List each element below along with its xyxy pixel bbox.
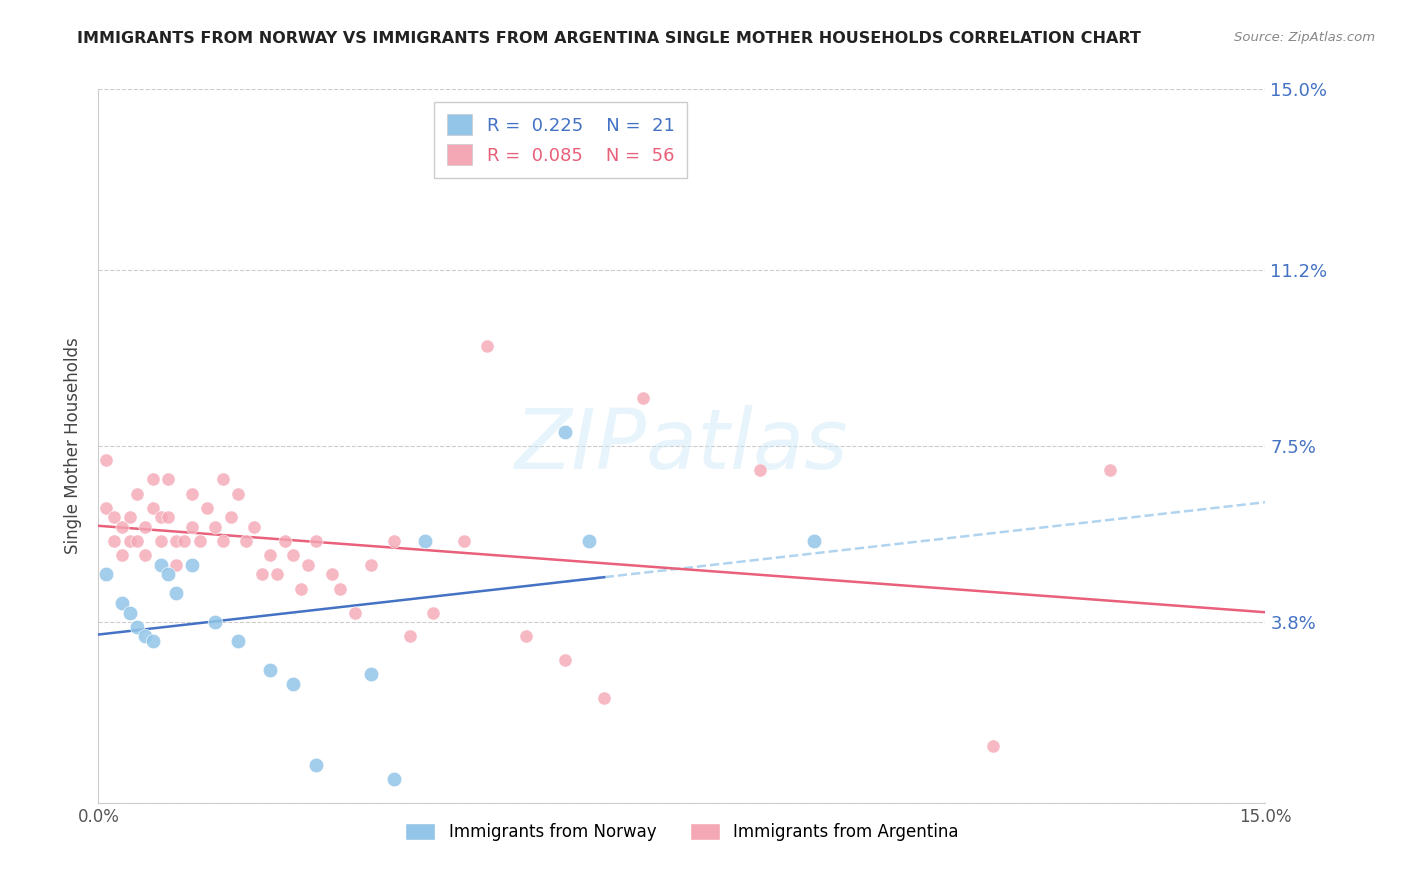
Point bbox=[142, 500, 165, 515]
Point bbox=[165, 586, 187, 600]
Point bbox=[195, 500, 218, 515]
Point bbox=[149, 534, 172, 549]
Point bbox=[149, 558, 172, 572]
Point bbox=[96, 453, 118, 467]
Point bbox=[118, 534, 141, 549]
Point bbox=[103, 510, 125, 524]
Point bbox=[382, 772, 405, 786]
Point bbox=[204, 615, 226, 629]
Point bbox=[593, 691, 616, 706]
Point bbox=[149, 510, 172, 524]
Point bbox=[305, 534, 328, 549]
Point bbox=[259, 663, 281, 677]
Point bbox=[103, 534, 125, 549]
Point bbox=[259, 549, 281, 563]
Point bbox=[96, 567, 118, 582]
Text: ZIPatlas: ZIPatlas bbox=[515, 406, 849, 486]
Point bbox=[212, 472, 235, 486]
Point bbox=[281, 677, 304, 691]
Point bbox=[180, 520, 202, 534]
Point bbox=[127, 620, 149, 634]
Point bbox=[111, 520, 134, 534]
Point bbox=[360, 558, 382, 572]
Point bbox=[297, 558, 319, 572]
Point bbox=[360, 667, 382, 681]
Point bbox=[274, 534, 297, 549]
Point bbox=[180, 486, 202, 500]
Point bbox=[398, 629, 420, 643]
Point bbox=[453, 534, 475, 549]
Point bbox=[173, 534, 195, 549]
Point bbox=[165, 534, 187, 549]
Point bbox=[290, 582, 312, 596]
Point bbox=[165, 558, 187, 572]
Point bbox=[477, 339, 499, 353]
Point bbox=[118, 606, 141, 620]
Point bbox=[305, 757, 328, 772]
Point bbox=[157, 567, 180, 582]
Point bbox=[212, 534, 235, 549]
Point bbox=[329, 582, 352, 596]
Point bbox=[803, 534, 825, 549]
Y-axis label: Single Mother Households: Single Mother Households bbox=[65, 338, 83, 554]
Point bbox=[515, 629, 537, 643]
Point bbox=[382, 534, 405, 549]
Point bbox=[157, 510, 180, 524]
Point bbox=[266, 567, 288, 582]
Point bbox=[554, 653, 576, 667]
Point bbox=[413, 534, 436, 549]
Point bbox=[344, 606, 367, 620]
Point bbox=[142, 472, 165, 486]
Point bbox=[134, 629, 156, 643]
Point bbox=[321, 567, 343, 582]
Text: IMMIGRANTS FROM NORWAY VS IMMIGRANTS FROM ARGENTINA SINGLE MOTHER HOUSEHOLDS COR: IMMIGRANTS FROM NORWAY VS IMMIGRANTS FRO… bbox=[77, 31, 1142, 46]
Legend: Immigrants from Norway, Immigrants from Argentina: Immigrants from Norway, Immigrants from … bbox=[399, 816, 965, 848]
Point bbox=[250, 567, 273, 582]
Point bbox=[228, 486, 250, 500]
Point bbox=[180, 558, 202, 572]
Point bbox=[127, 534, 149, 549]
Point bbox=[422, 606, 444, 620]
Point bbox=[142, 634, 165, 648]
Point bbox=[118, 510, 141, 524]
Point bbox=[235, 534, 257, 549]
Point bbox=[748, 463, 770, 477]
Point bbox=[554, 425, 576, 439]
Point bbox=[134, 520, 156, 534]
Point bbox=[1098, 463, 1121, 477]
Point bbox=[281, 549, 304, 563]
Point bbox=[111, 549, 134, 563]
Point bbox=[96, 500, 118, 515]
Point bbox=[188, 534, 211, 549]
Point bbox=[134, 549, 156, 563]
Text: Source: ZipAtlas.com: Source: ZipAtlas.com bbox=[1234, 31, 1375, 45]
Point bbox=[631, 392, 654, 406]
Point bbox=[204, 520, 226, 534]
Point bbox=[981, 739, 1004, 753]
Point bbox=[111, 596, 134, 610]
Point bbox=[127, 486, 149, 500]
Point bbox=[243, 520, 266, 534]
Point bbox=[157, 472, 180, 486]
Point bbox=[578, 534, 600, 549]
Point bbox=[228, 634, 250, 648]
Point bbox=[219, 510, 242, 524]
